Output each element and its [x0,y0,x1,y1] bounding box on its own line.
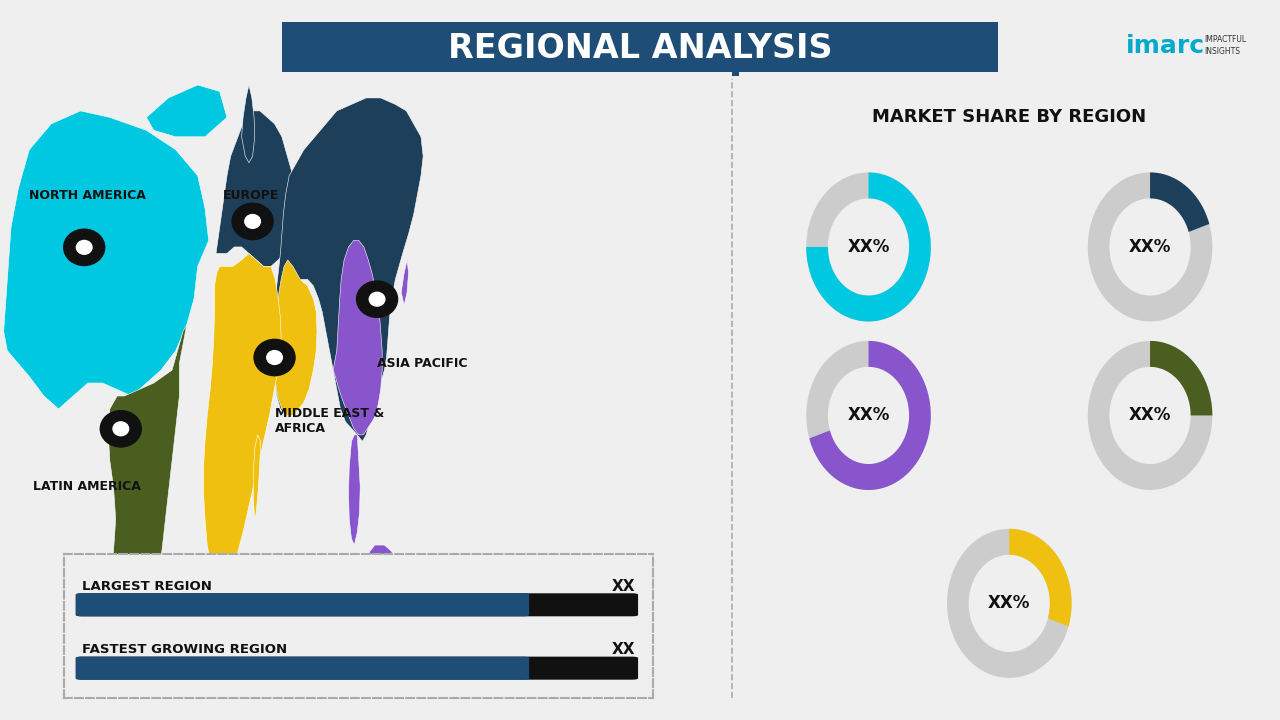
Polygon shape [253,435,261,519]
Polygon shape [242,85,255,163]
Text: XX%: XX% [847,406,890,424]
Circle shape [369,292,385,306]
Text: XX%: XX% [847,238,890,256]
Polygon shape [1009,528,1071,626]
Circle shape [113,422,128,436]
Text: LARGEST REGION: LARGEST REGION [82,580,211,593]
Text: FASTEST GROWING REGION: FASTEST GROWING REGION [82,643,287,656]
Polygon shape [401,260,408,305]
Polygon shape [264,366,285,377]
Text: IMPACTFUL
INSIGHTS: IMPACTFUL INSIGHTS [1204,35,1247,56]
Polygon shape [216,111,301,266]
Polygon shape [806,341,931,490]
Text: XX%: XX% [1129,406,1171,424]
Polygon shape [366,307,388,318]
Polygon shape [806,173,931,321]
Circle shape [100,410,141,447]
Polygon shape [809,341,931,490]
Polygon shape [242,230,264,240]
Polygon shape [110,437,132,448]
Polygon shape [1149,341,1212,415]
FancyBboxPatch shape [76,593,529,616]
Text: XX: XX [612,642,635,657]
Text: imarc: imarc [1126,34,1204,58]
Polygon shape [1088,173,1212,321]
Polygon shape [806,173,931,321]
Circle shape [244,215,260,228]
Text: MIDDLE EAST &
AFRICA: MIDDLE EAST & AFRICA [275,407,384,435]
Text: NORTH AMERICA: NORTH AMERICA [29,189,146,202]
Polygon shape [204,253,282,584]
FancyBboxPatch shape [76,657,639,680]
Circle shape [64,229,105,266]
FancyBboxPatch shape [76,593,639,616]
Polygon shape [364,545,401,675]
Polygon shape [73,256,96,266]
Circle shape [253,339,296,376]
Polygon shape [146,85,227,137]
Text: REGIONAL ANALYSIS: REGIONAL ANALYSIS [448,32,832,65]
Text: ASIA PACIFIC: ASIA PACIFIC [378,357,467,370]
Polygon shape [273,98,424,441]
Circle shape [77,240,92,254]
Polygon shape [273,260,317,415]
Polygon shape [1149,173,1210,232]
Polygon shape [348,435,360,545]
Text: MARKET SHARE BY REGION: MARKET SHARE BY REGION [872,108,1147,127]
Circle shape [357,281,398,318]
Text: XX%: XX% [988,595,1030,612]
FancyBboxPatch shape [76,657,529,680]
Polygon shape [106,325,187,675]
Polygon shape [4,111,209,409]
Text: XX: XX [612,579,635,593]
Polygon shape [333,240,383,435]
Polygon shape [947,528,1071,678]
Circle shape [232,203,273,240]
Text: XX%: XX% [1129,238,1171,256]
Circle shape [266,351,283,364]
Text: EUROPE: EUROPE [223,189,280,202]
Polygon shape [1088,341,1212,490]
Text: LATIN AMERICA: LATIN AMERICA [33,480,141,493]
